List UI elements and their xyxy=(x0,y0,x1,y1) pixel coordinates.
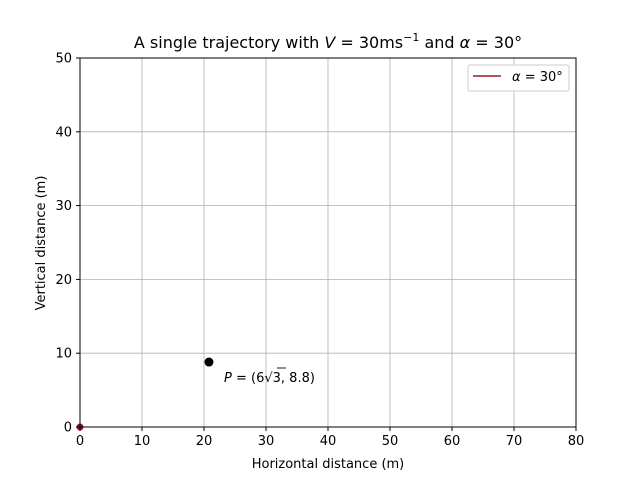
title-alpha-value: = 30° xyxy=(470,33,522,52)
x-tick-label: 10 xyxy=(134,434,151,449)
y-ticks: 0 10 20 30 40 50 xyxy=(55,52,80,436)
legend-alpha-value: = 30° xyxy=(521,70,563,85)
y-tick-label: 10 xyxy=(55,347,72,362)
chart-title: A single trajectory with V = 30ms−1 and … xyxy=(134,31,522,52)
point-p-marker xyxy=(204,357,214,367)
legend-box xyxy=(467,64,570,92)
x-tick-label: 70 xyxy=(506,434,523,449)
y-tick-label: 50 xyxy=(55,52,72,67)
x-tick-label: 40 xyxy=(320,434,337,449)
x-tick-label: 30 xyxy=(258,434,275,449)
x-tick-label: 60 xyxy=(444,434,461,449)
y-axis-label: Vertical distance (m) xyxy=(34,176,49,311)
x-tick-label: 80 xyxy=(568,434,585,449)
title-v-value: = 30ms xyxy=(335,33,403,52)
point-p-label: P = (6√3, 8.8) xyxy=(224,371,315,386)
sqrt-sign: √ xyxy=(264,371,273,386)
annot-eq: = (6 xyxy=(232,371,265,386)
legend-alpha-symbol: α xyxy=(512,70,521,85)
annot-root: 3 xyxy=(273,371,281,386)
grid-lines xyxy=(79,57,577,428)
annot-rest: , 8.8) xyxy=(281,371,315,386)
x-tick-label: 20 xyxy=(196,434,213,449)
points-layer xyxy=(204,357,214,367)
title-prefix: A single trajectory with xyxy=(134,33,324,52)
x-tick-label: 50 xyxy=(382,434,399,449)
y-tick-label: 40 xyxy=(55,125,72,140)
y-tick-label: 20 xyxy=(55,273,72,288)
title-v-exponent: −1 xyxy=(403,31,419,44)
title-v-symbol: V xyxy=(324,33,336,52)
x-tick-label: 0 xyxy=(76,434,84,449)
point-annotation: P = (6√3, 8.8) xyxy=(224,367,315,386)
y-tick-label: 30 xyxy=(55,199,72,214)
x-ticks: 0 10 20 30 40 50 60 70 80 xyxy=(76,427,584,449)
title-alpha-symbol: α xyxy=(460,33,471,52)
annot-p-symbol: P xyxy=(224,371,232,386)
x-axis-label: Horizontal distance (m) xyxy=(252,457,405,472)
y-tick-label: 0 xyxy=(64,421,72,436)
legend-entry-label: α = 30° xyxy=(512,70,563,85)
title-middle: and xyxy=(419,33,459,52)
legend: α = 30° xyxy=(467,64,570,92)
